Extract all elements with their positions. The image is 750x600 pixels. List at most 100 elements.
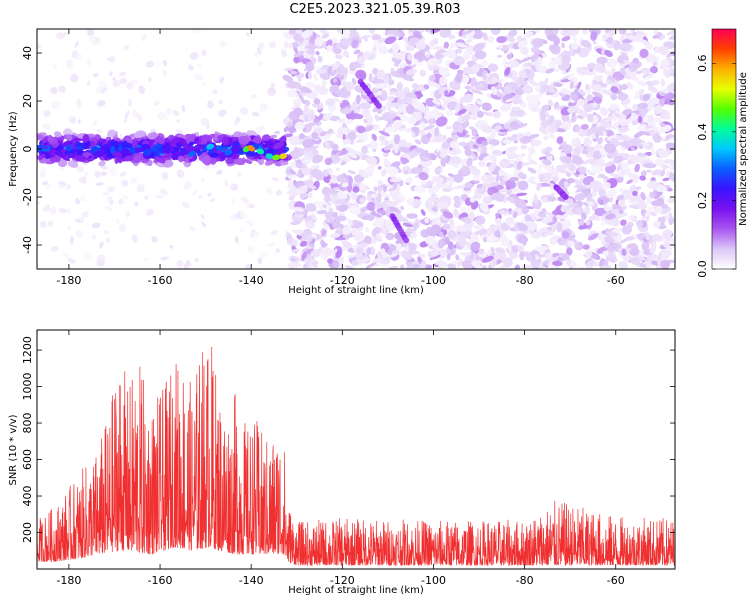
heatmap-noise-cell <box>446 253 451 261</box>
heatmap-noise-cell <box>592 40 597 45</box>
heatmap-noise-cell <box>327 188 337 194</box>
heatmap-noise-cell <box>320 240 326 248</box>
heatmap-noise-cell <box>245 263 251 269</box>
heatmap-noise-cell <box>335 250 342 259</box>
heatmap-noise-cell <box>119 71 126 77</box>
heatmap-noise-cell <box>312 154 324 164</box>
heatmap-noise-cell <box>51 100 61 109</box>
heatmap-noise-cell <box>530 231 543 239</box>
heatmap-noise-cell <box>388 244 397 252</box>
heatmap-noise-cell <box>396 82 403 91</box>
heatmap-noise-cell <box>561 120 571 130</box>
heatmap-noise-cell <box>311 57 317 64</box>
heatmap-noise-cell <box>424 217 430 224</box>
heatmap-noise-cell <box>628 114 639 122</box>
heatmap-noise-cell <box>329 178 339 184</box>
heatmap-noise-cell <box>458 237 467 247</box>
heatmap-noise-cell <box>520 144 528 150</box>
heatmap-noise-cell <box>469 233 479 241</box>
heatmap-noise-cell <box>390 95 395 101</box>
heatmap-noise-cell <box>641 241 650 251</box>
heatmap-noise-cell <box>550 192 556 197</box>
heatmap-noise-cell <box>585 219 591 226</box>
heatmap-noise-cell <box>509 176 519 182</box>
heatmap-noise-cell <box>124 110 130 119</box>
heatmap-noise-cell <box>509 121 520 130</box>
heatmap-noise-cell <box>165 108 172 116</box>
heatmap-noise-cell <box>653 134 662 143</box>
heatmap-noise-cell <box>605 79 613 85</box>
heatmap-noise-cell <box>622 104 630 110</box>
heatmap-noise-cell <box>582 103 593 112</box>
heatmap-noise-cell <box>646 254 656 260</box>
heatmap-noise-cell <box>540 121 550 128</box>
heatmap-noise-cell <box>76 165 85 173</box>
heatmap-noise-cell <box>615 135 628 142</box>
heatmap-noise-cell <box>518 180 529 191</box>
heatmap-noise-cell <box>647 86 658 93</box>
heatmap-noise-cell <box>586 193 593 202</box>
heatmap-noise-cell <box>471 89 484 95</box>
heatmap-noise-cell <box>586 146 596 152</box>
heatmap-noise-cell <box>224 179 229 187</box>
heatmap-noise-cell <box>69 235 74 245</box>
heatmap-noise-cell <box>259 251 269 259</box>
heatmap-noise-cell <box>257 257 263 265</box>
heatmap-noise-cell <box>604 70 616 76</box>
heatmap-noise-cell <box>434 49 447 60</box>
heatmap-noise-cell <box>164 116 169 120</box>
heatmap-noise-cell <box>650 147 656 156</box>
heatmap-noise-cell <box>588 215 597 221</box>
heatmap-noise-cell <box>307 71 313 80</box>
heatmap-noise-cell <box>145 208 154 216</box>
heatmap-noise-cell <box>118 223 127 233</box>
heatmap-noise-cell <box>650 66 658 74</box>
heatmap-noise-cell <box>442 211 454 219</box>
heatmap-noise-cell <box>665 233 672 241</box>
heatmap-noise-cell <box>516 108 525 118</box>
heatmap-noise-cell <box>294 214 305 218</box>
heatmap-noise-cell <box>472 193 483 200</box>
heatmap-noise-cell <box>183 181 192 190</box>
heatmap-noise-cell <box>330 233 341 239</box>
heatmap-noise-cell <box>435 259 444 265</box>
heatmap-noise-cell <box>502 257 513 268</box>
heatmap-noise-cell <box>239 106 248 115</box>
heatmap-noise-cell <box>380 137 387 147</box>
heatmap-noise-cell <box>194 73 204 81</box>
heatmap-noise-cell <box>183 263 189 269</box>
heatmap-noise-cell <box>353 113 364 120</box>
heatmap-noise-cell <box>194 258 199 263</box>
heatmap-noise-cell <box>335 54 343 60</box>
heatmap-noise-cell <box>528 146 536 155</box>
heatmap-noise-cell <box>444 125 453 130</box>
heatmap-noise-cell <box>632 190 638 197</box>
heatmap-noise-cell <box>509 111 519 116</box>
heatmap-noise-cell <box>517 153 523 162</box>
heatmap-noise-cell <box>470 78 477 88</box>
heatmap-noise-cell <box>172 110 180 116</box>
heatmap-noise-cell <box>108 167 117 177</box>
heatmap-noise-cell <box>584 205 591 215</box>
heatmap-noise-cell <box>486 176 497 182</box>
heatmap-noise-cell <box>561 55 572 64</box>
heatmap-noise-cell <box>331 92 340 98</box>
heatmap-x-tick-label: -100 <box>421 274 446 287</box>
heatmap-noise-cell <box>416 93 422 100</box>
heatmap-noise-cell <box>305 61 315 72</box>
heatmap-noise-cell <box>376 69 385 79</box>
heatmap-noise-cell <box>460 165 471 175</box>
heatmap-noise-cell <box>304 220 316 229</box>
heatmap-noise-cell <box>572 200 584 209</box>
heatmap-noise-cell <box>58 181 67 187</box>
heatmap-noise-cell <box>469 197 476 203</box>
colorbar-tick-label: 0.4 <box>696 123 709 141</box>
heatmap-noise-cell <box>334 236 346 241</box>
heatmap-noise-cell <box>551 226 557 233</box>
heatmap-noise-cell <box>592 185 604 193</box>
heatmap-noise-cell <box>218 109 227 117</box>
heatmap-noise-cell <box>474 231 481 236</box>
heatmap-noise-cell <box>545 111 550 120</box>
heatmap-noise-cell <box>506 54 513 60</box>
